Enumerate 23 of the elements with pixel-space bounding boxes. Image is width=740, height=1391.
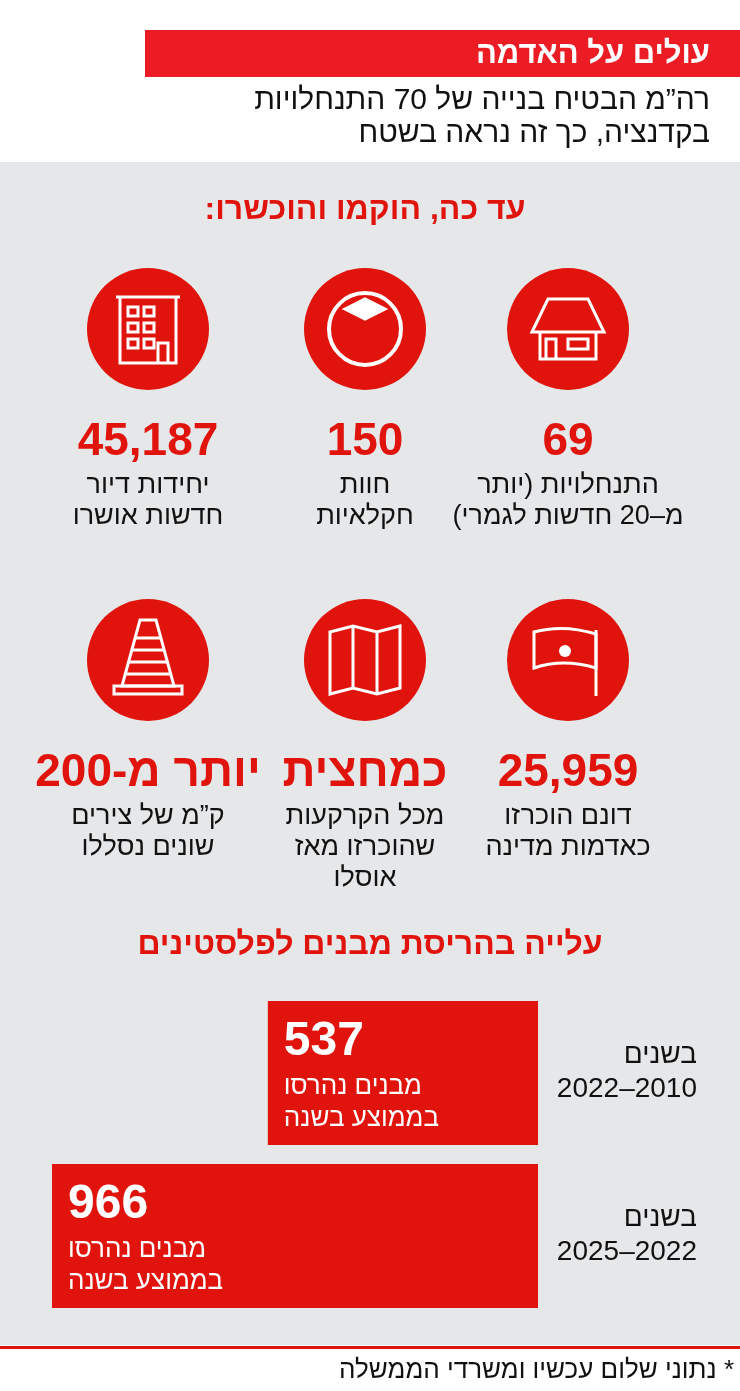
text: כמחצית: [282, 744, 448, 796]
chart-title: עלייה בהריסת מבנים לפלסטינים: [136, 925, 604, 962]
text: חוות חקלאיות: [316, 469, 414, 530]
text: מכל הקרקעות שהוכרזו מאז אוסלו: [285, 800, 445, 892]
text: יחידות דיור חדשות אושרו: [71, 469, 225, 531]
data-label: 966: [68, 1174, 149, 1230]
text: התנחלויות (יותר מ–20 חדשות לגמרי): [451, 469, 685, 531]
text: 25,959: [497, 744, 639, 796]
text: 45,187: [76, 413, 220, 465]
annotation: מבנים נהרסו בממוצע בשנה: [68, 1232, 225, 1296]
text: דונם הוכרזו כאדמות מדינה: [485, 800, 651, 861]
text: 150: [326, 413, 404, 465]
y-tick-label: בשנים 2022–2025: [556, 1200, 697, 1268]
annotation: מבנים נהרסו בממוצע בשנה: [283, 1069, 440, 1133]
data-label: 537: [283, 1011, 364, 1067]
text: ק”מ של צירים שונים נסללו: [71, 800, 225, 861]
y-tick-label: בשנים 2010–2022: [556, 1037, 697, 1105]
text: עולים על האדמה: [475, 34, 710, 72]
text: * נתוני שלום עכשיו ומשרדי הממשלה: [339, 1353, 734, 1386]
text: יותר מ-200: [35, 744, 261, 796]
text: עד כה, הוקמו והוכשרו:: [203, 190, 527, 227]
text: 69: [541, 413, 595, 465]
text: רה”מ הבטיח בנייה של 70 התנחלויות בקדנציה, כך זה נראה בשטח: [253, 82, 710, 148]
